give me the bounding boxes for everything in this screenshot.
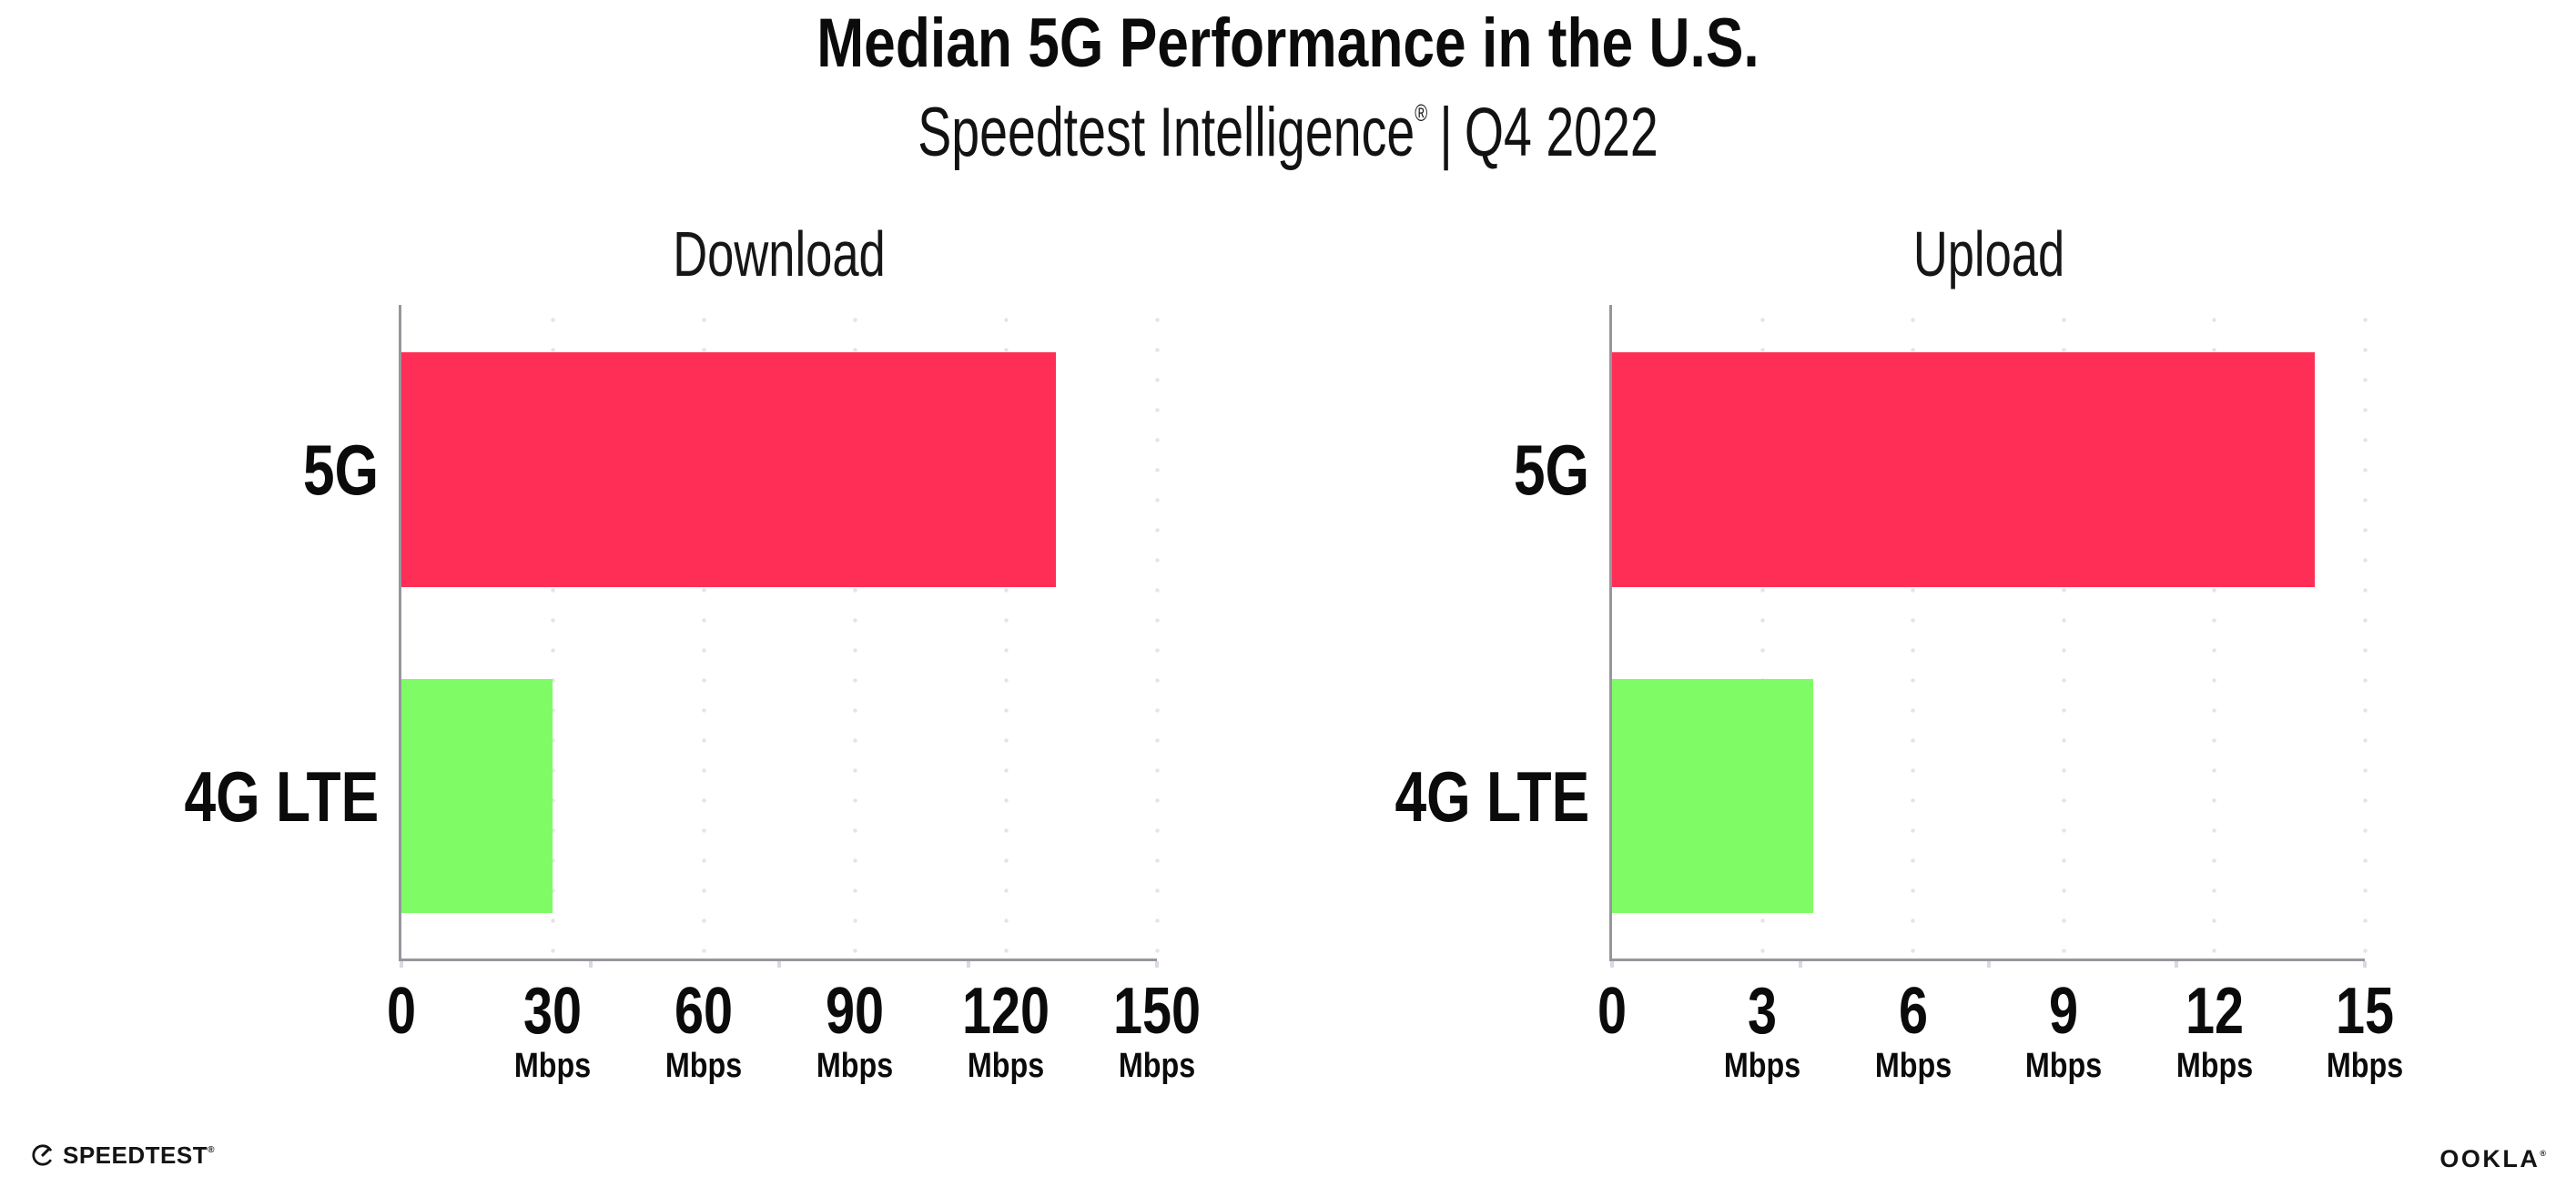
speedtest-wordmark: SPEEDTEST® bbox=[63, 1141, 215, 1169]
subtitle-separator: | bbox=[1439, 94, 1453, 171]
axis-subtick-3 bbox=[966, 961, 970, 968]
x-axis-line bbox=[399, 959, 1157, 961]
x-tick-label-12: 12 bbox=[2185, 975, 2244, 1048]
x-tick-unit-12: Mbps bbox=[2175, 1047, 2253, 1085]
x-tick-label-9: 9 bbox=[2049, 975, 2079, 1048]
bar-5g-download bbox=[401, 352, 1057, 587]
x-tick-unit-90: Mbps bbox=[816, 1047, 894, 1085]
gridline-120-mbps bbox=[1003, 305, 1009, 959]
axis-subtick-1 bbox=[588, 961, 593, 968]
x-tick-label-120: 120 bbox=[961, 975, 1050, 1048]
ookla-logo: OOKLA® bbox=[2439, 1147, 2546, 1172]
axis-subtick-2 bbox=[777, 961, 781, 968]
gridline-30-mbps bbox=[550, 305, 555, 959]
x-tick-label-0: 0 bbox=[386, 975, 417, 1048]
subtitle-brand: Speedtest Intelligence bbox=[918, 94, 1415, 171]
registered-trademark-symbol: ® bbox=[1415, 99, 1428, 127]
ookla-registered-symbol: ® bbox=[2540, 1149, 2546, 1158]
page-title: Median 5G Performance in the U.S. bbox=[816, 5, 1760, 82]
speedtest-registered-symbol: ® bbox=[208, 1145, 215, 1155]
x-tick-unit-6: Mbps bbox=[1874, 1047, 1952, 1085]
subtitle-period: Q4 2022 bbox=[1464, 94, 1658, 171]
category-label-5g: 5G bbox=[1513, 430, 1589, 510]
y-axis-line bbox=[399, 305, 401, 961]
x-tick-unit-60: Mbps bbox=[664, 1047, 743, 1085]
bar-4g-lte-upload bbox=[1612, 679, 1813, 913]
x-tick-label-150: 150 bbox=[1112, 975, 1202, 1048]
speedtest-gauge-icon bbox=[31, 1143, 55, 1167]
x-tick-unit-150: Mbps bbox=[1118, 1047, 1196, 1085]
x-tick-unit-30: Mbps bbox=[513, 1047, 592, 1085]
gridline-90-mbps bbox=[852, 305, 857, 959]
axis-subtick-4 bbox=[1155, 961, 1159, 968]
gridline-12-mbps bbox=[2212, 305, 2217, 959]
x-tick-label-30: 30 bbox=[522, 975, 583, 1048]
axis-subtick-2 bbox=[1986, 961, 1991, 968]
x-tick-label-0: 0 bbox=[1597, 975, 1628, 1048]
category-label-4g-lte: 4G LTE bbox=[184, 756, 379, 837]
axis-subtick-3 bbox=[2175, 961, 2179, 968]
speedtest-logo: SPEEDTEST® bbox=[31, 1143, 214, 1167]
axis-subtick-1 bbox=[1798, 961, 1802, 968]
chart-title-download: Download bbox=[673, 218, 886, 289]
bar-4g-lte-download bbox=[401, 679, 553, 913]
y-axis-line bbox=[1609, 305, 1612, 961]
category-label-5g: 5G bbox=[302, 430, 379, 510]
gridline-15-mbps bbox=[2362, 305, 2368, 959]
x-tick-label-60: 60 bbox=[674, 975, 734, 1048]
page-subtitle: Speedtest Intelligence® | Q4 2022 bbox=[918, 96, 1658, 169]
x-tick-label-90: 90 bbox=[825, 975, 885, 1048]
gridline-3-mbps bbox=[1760, 305, 1765, 959]
x-tick-label-15: 15 bbox=[2335, 975, 2395, 1048]
x-tick-unit-120: Mbps bbox=[967, 1047, 1045, 1085]
x-tick-unit-15: Mbps bbox=[2326, 1047, 2404, 1085]
bar-5g-upload bbox=[1612, 352, 2315, 587]
axis-subtick-4 bbox=[2363, 961, 2367, 968]
axis-subtick-0 bbox=[1610, 961, 1614, 968]
chart-title-upload: Upload bbox=[1912, 218, 2064, 289]
x-axis-line bbox=[1609, 959, 2365, 961]
x-tick-label-6: 6 bbox=[1898, 975, 1928, 1048]
category-label-4g-lte: 4G LTE bbox=[1394, 756, 1589, 837]
x-tick-unit-9: Mbps bbox=[2025, 1047, 2103, 1085]
axis-subtick-0 bbox=[400, 961, 403, 968]
x-tick-unit-3: Mbps bbox=[1724, 1047, 1801, 1085]
gridline-9-mbps bbox=[2061, 305, 2066, 959]
x-tick-label-3: 3 bbox=[1748, 975, 1778, 1048]
gridline-6-mbps bbox=[1911, 305, 1916, 959]
ookla-wordmark: OOKLA bbox=[2439, 1145, 2541, 1172]
gridline-60-mbps bbox=[701, 305, 706, 959]
gridline-150-mbps bbox=[1154, 305, 1160, 959]
